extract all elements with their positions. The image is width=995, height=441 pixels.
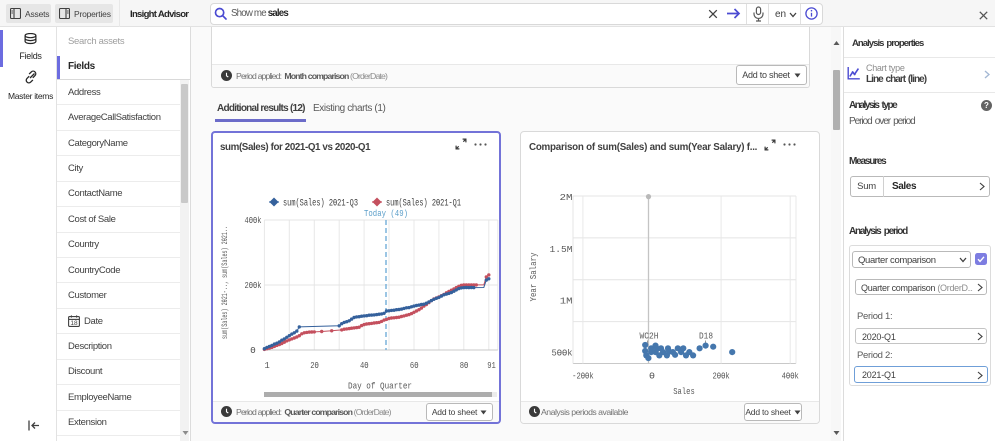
svg-text:sum(Sales) 2Ɵ21-.., sum(Sales): sum(Sales) 2Ɵ21-.., sum(Sales) 2Ɵ21.. bbox=[221, 226, 230, 339]
svg-text:8Ɵ: 8Ɵ bbox=[460, 361, 469, 371]
svg-text:4ƟƟk: 4ƟƟk bbox=[245, 216, 262, 226]
svg-text:4Ɵ: 4Ɵ bbox=[360, 361, 369, 371]
svg-text:6Ɵ: 6Ɵ bbox=[410, 361, 419, 371]
svg-text:Year Salary: Year Salary bbox=[528, 252, 539, 301]
svg-text:Ɵ: Ɵ bbox=[250, 346, 255, 356]
svg-text:1.5M: 1.5M bbox=[550, 244, 573, 255]
svg-text:91: 91 bbox=[487, 361, 496, 371]
svg-text:2Ɵ: 2Ɵ bbox=[310, 361, 319, 371]
svg-text:18: 18 bbox=[70, 320, 78, 327]
svg-text:D18: D18 bbox=[699, 331, 713, 342]
svg-text:2ƟƟk: 2ƟƟk bbox=[713, 371, 730, 382]
svg-text:2M: 2M bbox=[560, 192, 573, 203]
svg-text:2ƟƟk: 2ƟƟk bbox=[245, 281, 262, 291]
svg-text:5ƟƟk: 5ƟƟk bbox=[552, 347, 573, 358]
svg-text:sum(Sales) 2Ɵ21-Q1: sum(Sales) 2Ɵ21-Q1 bbox=[386, 198, 461, 210]
svg-text:Day of Quarter: Day of Quarter bbox=[348, 381, 412, 392]
svg-text:Ɵ: Ɵ bbox=[649, 371, 655, 382]
svg-text:1M: 1M bbox=[560, 296, 573, 307]
svg-text:Sales: Sales bbox=[673, 386, 695, 397]
svg-text:4ƟƟk: 4ƟƟk bbox=[782, 371, 799, 382]
svg-text:-2ƟƟk: -2ƟƟk bbox=[572, 371, 594, 382]
svg-text:Today (49): Today (49) bbox=[364, 208, 408, 219]
svg-text:1: 1 bbox=[264, 361, 269, 371]
svg-text:WC2H: WC2H bbox=[640, 331, 659, 342]
svg-text:sum(Sales) 2Ɵ21-Q3: sum(Sales) 2Ɵ21-Q3 bbox=[283, 198, 358, 210]
